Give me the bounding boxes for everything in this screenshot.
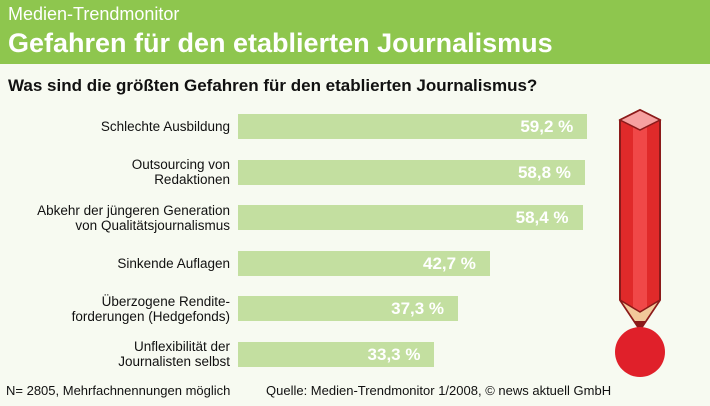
bar bbox=[238, 159, 585, 185]
category-label: Outsourcing von Redaktionen bbox=[131, 157, 230, 187]
value-label: 58,4 % bbox=[515, 208, 569, 227]
category-label: Überzogene Rendite- forderungen (Hedgefo… bbox=[71, 293, 230, 324]
chart-title: Gefahren für den etablierten Journalismu… bbox=[8, 28, 553, 58]
bar bbox=[238, 296, 459, 321]
category-label: Sinkende Auflagen bbox=[117, 255, 230, 271]
subtitle: Was sind die größten Gefahren für den et… bbox=[8, 76, 538, 95]
value-label: 33,3 % bbox=[367, 344, 421, 364]
bar bbox=[238, 250, 490, 276]
source: Quelle: Medien-Trendmonitor 1/2008, © ne… bbox=[266, 383, 612, 398]
value-label: 42,7 % bbox=[422, 253, 476, 273]
bar bbox=[238, 341, 435, 367]
category-label: Unflexibilität der Journalisten selbst bbox=[118, 339, 230, 369]
value-label: 58,8 % bbox=[517, 162, 571, 182]
kicker: Medien-Trendmonitor bbox=[8, 4, 180, 24]
bar bbox=[238, 205, 583, 230]
value-label: 59,2 % bbox=[520, 117, 574, 136]
note: N= 2805, Mehrfachnennungen möglich bbox=[6, 383, 231, 398]
pencil-icon bbox=[615, 108, 665, 377]
bar bbox=[238, 114, 588, 139]
category-label: Schlechte Ausbildung bbox=[100, 119, 230, 134]
category-label: Abkehr der jüngeren Generation von Quali… bbox=[37, 202, 230, 233]
value-label: 37,3 % bbox=[391, 299, 445, 318]
header-band bbox=[0, 0, 710, 64]
